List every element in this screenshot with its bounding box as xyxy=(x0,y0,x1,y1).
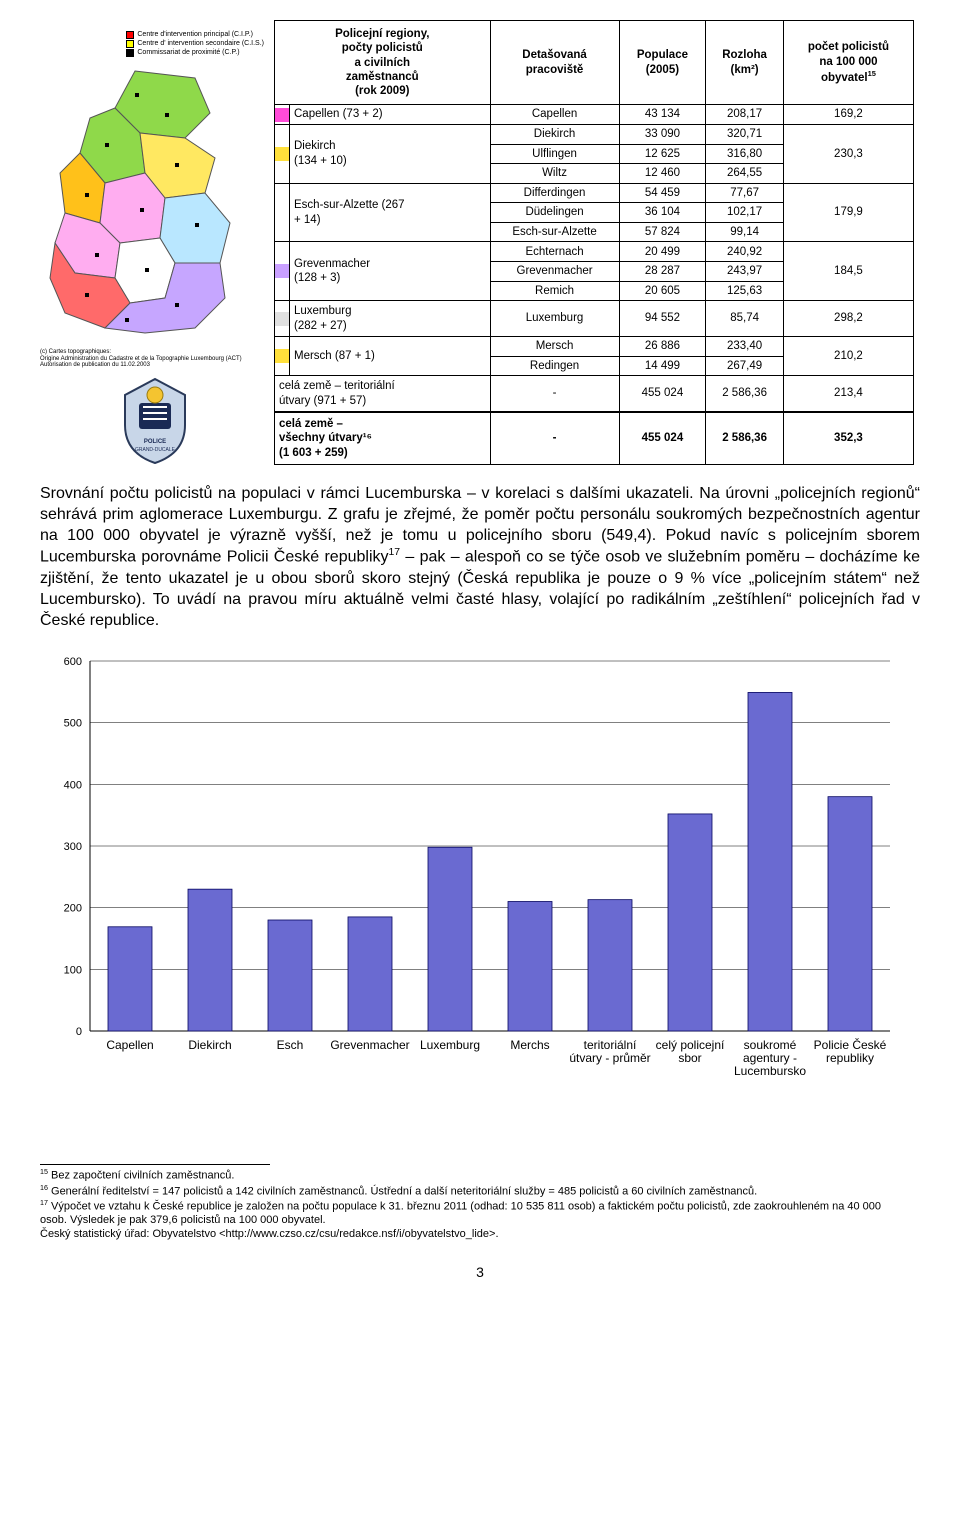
svg-text:teritoriální: teritoriální xyxy=(584,1038,637,1052)
svg-text:Policie České: Policie České xyxy=(814,1037,887,1052)
table-row: Esch-sur-Alzette (267 + 14)Differdingen5… xyxy=(275,183,914,203)
legend-text: Commissariat de proximité (C.P.) xyxy=(137,48,239,57)
svg-text:500: 500 xyxy=(64,718,82,730)
svg-text:Esch: Esch xyxy=(277,1038,304,1052)
map-legend: Centre d'intervention principal (C.I.P.)… xyxy=(126,30,264,57)
svg-text:Capellen: Capellen xyxy=(106,1038,153,1052)
table-row: Luxemburg (282 + 27)Luxemburg94 55285,74… xyxy=(275,301,914,337)
svg-text:600: 600 xyxy=(64,656,82,668)
table-row: Grevenmacher (128 + 3)Echternach20 49924… xyxy=(275,242,914,262)
footnote-17: 17 Výpočet ve vztahu k České republice j… xyxy=(40,1199,900,1242)
bar-chart: 0 100 200 300 400 500 600 Capellen Diekirch Esch G… xyxy=(40,651,920,1124)
footnote-15: 15 Bez započtení civilních zaměstnanců. xyxy=(40,1168,900,1183)
map-column: Centre d'intervention principal (C.I.P.)… xyxy=(40,20,270,465)
table-row: Mersch (87 + 1)Mersch26 886233,40210,2 xyxy=(275,336,914,356)
legend-text: Centre d' intervention secondaire (C.I.S… xyxy=(137,39,264,48)
svg-text:Lucembursko: Lucembursko xyxy=(734,1064,806,1078)
table-row: Capellen (73 + 2)Capellen43 134208,17169… xyxy=(275,105,914,125)
body-paragraph: Srovnání počtu policistů na populaci v r… xyxy=(40,483,920,631)
svg-text:100: 100 xyxy=(64,964,82,976)
svg-text:soukromé: soukromé xyxy=(744,1038,797,1052)
table-row: celá země – teritoriální útvary (971 + 5… xyxy=(275,376,914,412)
footnote-16: 16 Generální ředitelství = 147 policistů… xyxy=(40,1184,900,1199)
police-regions-table: Policejní regiony, počty policistů a civ… xyxy=(274,20,914,465)
page-number: 3 xyxy=(40,1264,920,1280)
police-crest-icon: POLICE GRAND-DUCALE xyxy=(115,375,195,465)
svg-text:útvary - průměr: útvary - průměr xyxy=(569,1051,650,1065)
svg-text:POLICE: POLICE xyxy=(144,439,166,445)
luxembourg-map xyxy=(45,63,265,343)
svg-text:republiky: republiky xyxy=(826,1051,874,1065)
svg-text:Grevenmacher: Grevenmacher xyxy=(330,1038,409,1052)
legend-text: Centre d'intervention principal (C.I.P.) xyxy=(137,30,253,39)
svg-text:Merchs: Merchs xyxy=(510,1038,549,1052)
svg-text:0: 0 xyxy=(76,1026,82,1038)
svg-text:celý policejní: celý policejní xyxy=(656,1038,725,1052)
svg-text:Diekirch: Diekirch xyxy=(188,1038,231,1052)
footnotes: 15 Bez započtení civilních zaměstnanců. … xyxy=(40,1165,900,1242)
svg-text:agentury -: agentury - xyxy=(743,1051,797,1065)
svg-text:Luxemburg: Luxemburg xyxy=(420,1038,480,1052)
table-row: Diekirch (134 + 10)Diekirch33 090320,712… xyxy=(275,124,914,144)
svg-text:sbor: sbor xyxy=(678,1051,701,1065)
svg-text:300: 300 xyxy=(64,841,82,853)
table-header-row: Policejní regiony, počty policistů a civ… xyxy=(275,21,914,105)
svg-text:400: 400 xyxy=(64,779,82,791)
map-attribution: (c) Cartes topographiques: Origine Admin… xyxy=(40,349,242,369)
table-row: celá země – všechny útvary¹⁶ (1 603 + 25… xyxy=(275,412,914,465)
svg-text:200: 200 xyxy=(64,903,82,915)
svg-text:GRAND-DUCALE: GRAND-DUCALE xyxy=(135,447,176,453)
